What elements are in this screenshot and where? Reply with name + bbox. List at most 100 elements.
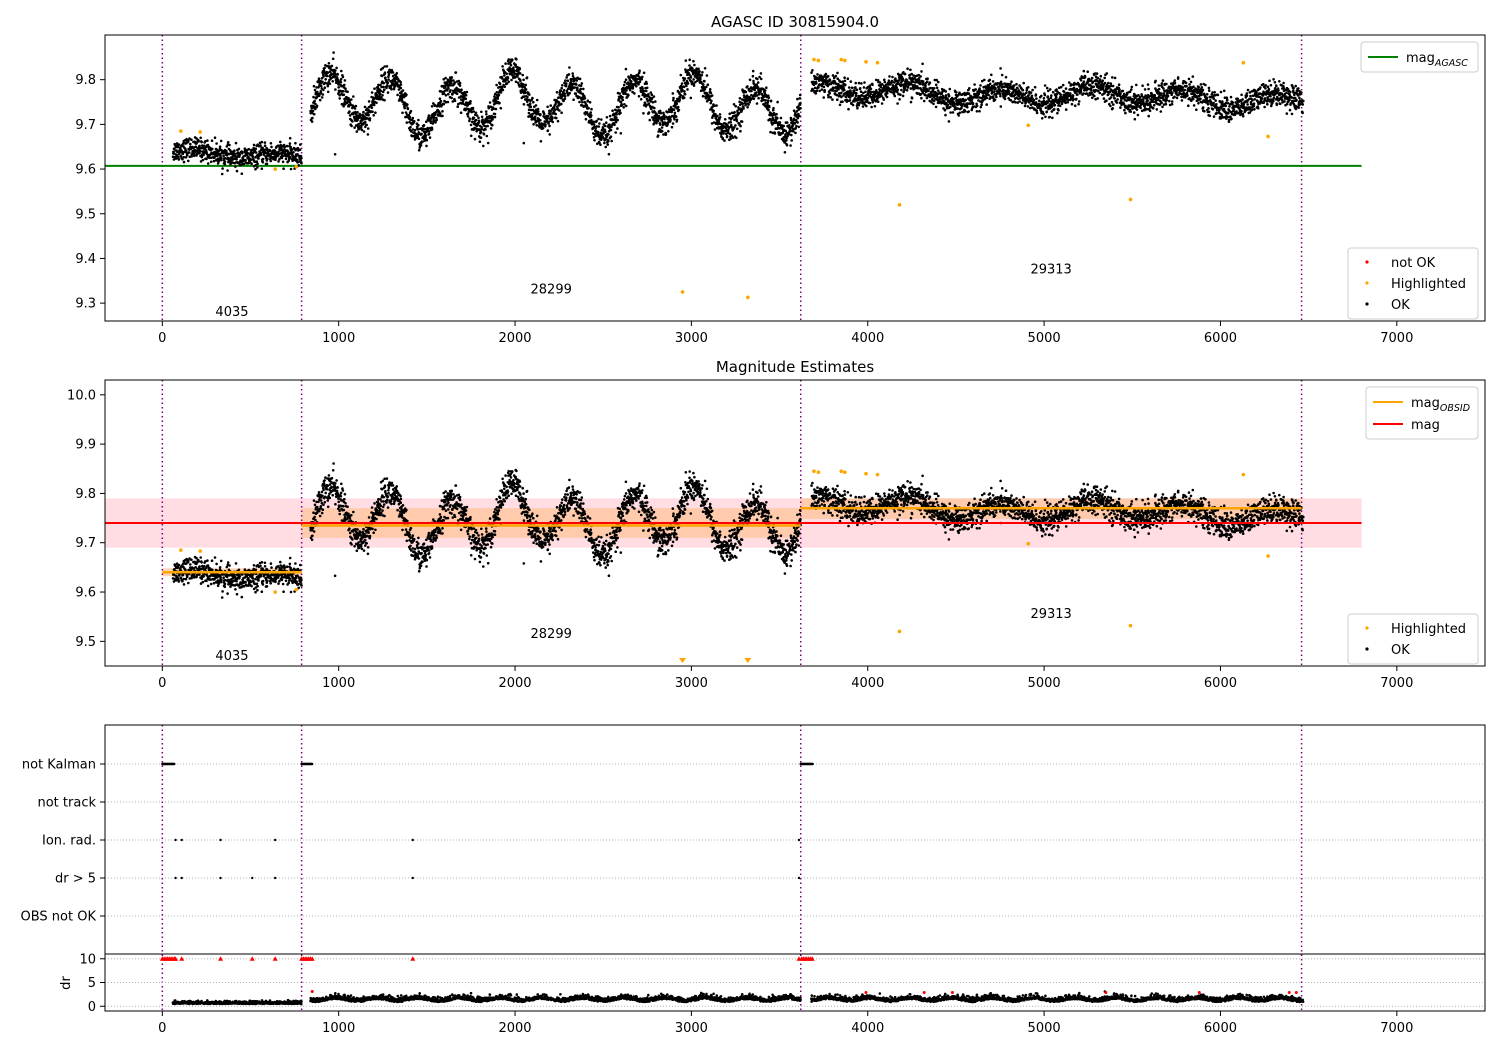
panel2-axes: 9.5 9.6 9.7 9.8 9.9 10.0 0 1000 2000 3000 4000 5000… [67, 388, 1413, 691]
legend-marker [1365, 260, 1369, 264]
dr-tick-label: 5 [88, 976, 96, 991]
highlighted-point [843, 470, 847, 475]
obsid-label: 29313 [1030, 263, 1071, 278]
panel2-frame [104, 379, 1486, 667]
flag-dr-gt-5 [411, 876, 414, 880]
x-tick-label: 1000 [322, 331, 355, 346]
dr-clip-marker [410, 956, 416, 961]
legend-marker [1365, 647, 1369, 651]
flag-ion-rad [219, 838, 222, 842]
x-tick-label: 6000 [1204, 331, 1237, 346]
flag-dr-gt-5 [219, 876, 222, 880]
dr-not-ok-point [1104, 990, 1108, 994]
x-tick-label: 3000 [675, 331, 708, 346]
flag-row-label: Ion. rad. [42, 834, 96, 849]
flag-row-label: not Kalman [22, 758, 96, 773]
highlighted-point [839, 469, 844, 474]
legend-box [1365, 386, 1479, 440]
highlighted-point [746, 295, 750, 300]
flag-dr-gt-5 [174, 876, 177, 880]
highlighted-point [1266, 554, 1270, 558]
panel3-flags-plot [105, 725, 1485, 1011]
flag-row-label: OBS not OK [21, 910, 97, 925]
dr-points [171, 990, 1305, 1006]
dr-tick-label: 0 [88, 1000, 96, 1015]
highlighted-point [875, 472, 880, 477]
dr-not-ok-point [864, 990, 868, 994]
highlighted-point [273, 590, 277, 594]
x-tick-label: 5000 [1028, 676, 1061, 691]
x-tick-label: 4000 [851, 1021, 884, 1036]
highlighted-point [897, 203, 902, 207]
x-tick-label: 5000 [1028, 331, 1061, 346]
panel1-frame [104, 34, 1486, 322]
dr-not-ok-point [310, 990, 314, 994]
flag-dr-gt-5 [180, 876, 183, 880]
y-tick-label: 9.5 [75, 207, 96, 222]
dr-clip-marker [218, 956, 224, 961]
y-tick-label: 9.7 [75, 536, 96, 551]
y-tick-label: 9.5 [75, 635, 96, 650]
highlighted-point [875, 60, 880, 65]
legend-line-label: mag [1411, 418, 1440, 433]
dr-not-ok-point [950, 990, 954, 994]
highlighted-point [864, 471, 868, 476]
highlighted-point [1266, 134, 1270, 139]
panel3-frame [104, 724, 1486, 1012]
x-tick-label: 4000 [851, 676, 884, 691]
legend-marker [1365, 281, 1369, 285]
highlighted-point [680, 290, 685, 294]
highlighted-point [843, 58, 847, 63]
flag-ion-rad [797, 838, 801, 842]
legend-point-label: OK [1391, 643, 1410, 658]
flag-ion-rad [273, 838, 277, 842]
x-tick-label: 2000 [498, 1021, 531, 1036]
highlighted-point [273, 167, 277, 171]
panel2-plot: 4035 28299 29313 [105, 380, 1362, 666]
dr-clip-marker [179, 956, 185, 961]
x-tick-label: 7000 [1380, 331, 1413, 346]
flag-ion-rad [411, 838, 414, 842]
flag-dr-gt-5 [251, 876, 254, 880]
dr-axis-label: dr [59, 976, 74, 990]
panel1-axes: 9.3 9.4 9.5 9.6 9.7 9.8 0 1000 2000 3000 4000 5000 6… [75, 73, 1413, 346]
flag-dr-gt-5 [797, 876, 801, 880]
legend-box [1347, 613, 1479, 665]
x-tick-label: 0 [158, 1021, 166, 1036]
y-tick-label: 9.9 [75, 438, 96, 453]
x-tick-label: 7000 [1380, 1021, 1413, 1036]
legend-box [1360, 41, 1479, 73]
x-tick-label: 0 [158, 676, 166, 691]
highlighted-point [816, 470, 821, 475]
legend-point-label: Highlighted [1391, 277, 1466, 292]
panel1-legend-lines: magAGASC [1360, 41, 1479, 73]
obsid-label: 4035 [215, 305, 248, 320]
dr-clip-marker [249, 956, 255, 961]
highlighted-point [1128, 623, 1133, 628]
legend-marker [1365, 626, 1369, 630]
panel3-axes: 0 1000 2000 3000 4000 5000 6000 7000 not Kalman n… [21, 758, 1414, 1037]
x-tick-label: 6000 [1204, 1021, 1237, 1036]
highlighted-point [1241, 60, 1246, 65]
panel2-title: Magnitude Estimates [716, 358, 874, 376]
below-range-marker [679, 658, 687, 663]
x-tick-label: 1000 [322, 1021, 355, 1036]
y-tick-label: 9.6 [75, 163, 96, 178]
x-tick-label: 0 [158, 331, 166, 346]
x-tick-label: 6000 [1204, 676, 1237, 691]
obsid-label: 28299 [531, 283, 572, 298]
y-tick-label: 10.0 [67, 388, 96, 403]
x-tick-label: 4000 [851, 331, 884, 346]
highlighted-point [1026, 541, 1031, 546]
dr-tick-label: 10 [79, 952, 96, 967]
highlighted-point [179, 548, 183, 552]
highlighted-point [897, 629, 902, 634]
x-tick-label: 2000 [498, 331, 531, 346]
highlighted-point [198, 549, 203, 553]
legend-point-label: not OK [1391, 256, 1436, 271]
ok-points [171, 51, 1305, 176]
flag-dr-gt-5 [273, 876, 277, 880]
highlighted-point [294, 165, 299, 169]
highlighted-point [1128, 197, 1133, 202]
